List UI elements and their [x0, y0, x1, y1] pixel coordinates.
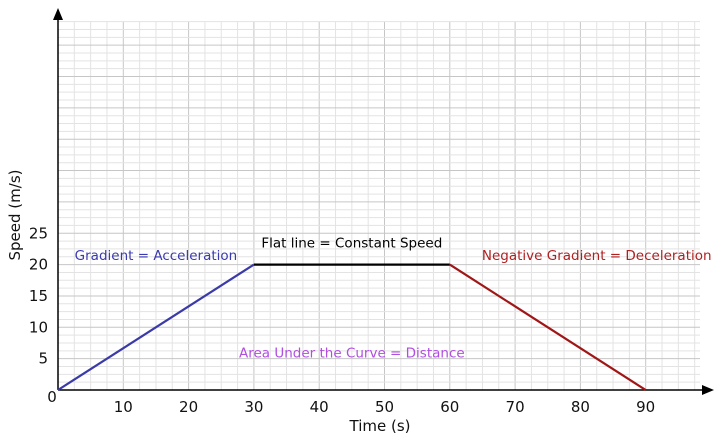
series-line — [57, 263, 255, 391]
x-axis-label: Time (s) — [349, 417, 411, 435]
y-tick-label: 25 — [29, 224, 48, 242]
x-tick-label: 50 — [375, 398, 394, 416]
annotation-label: Negative Gradient = Deceleration — [482, 248, 712, 264]
annotation-label: Area Under the Curve = Distance — [239, 345, 465, 361]
y-tick-label: 20 — [29, 256, 48, 274]
annotation-label: Flat line = Constant Speed — [261, 236, 442, 252]
series-line — [449, 263, 647, 391]
y-tick-label: 5 — [38, 350, 48, 368]
tick-labels: 10 20 30 40 50 60 70 80 90 5 10 15 20 25 0 — [29, 224, 655, 416]
y-tick-label: 15 — [29, 287, 48, 305]
x-tick-label: 60 — [440, 398, 459, 416]
x-tick-label: 90 — [636, 398, 655, 416]
axes — [53, 8, 714, 395]
origin-label: 0 — [47, 388, 57, 406]
annotations: Gradient = Acceleration Flat line = Const… — [75, 236, 712, 362]
grid — [58, 21, 700, 390]
y-axis-label: Speed (m/s) — [6, 170, 24, 261]
x-tick-label: 10 — [114, 398, 133, 416]
y-axis-arrow — [53, 8, 63, 20]
x-tick-label: 20 — [179, 398, 198, 416]
y-tick-label: 10 — [29, 318, 48, 336]
x-axis-arrow — [702, 385, 714, 395]
series — [57, 263, 647, 391]
x-tick-label: 40 — [310, 398, 329, 416]
x-tick-label: 80 — [571, 398, 590, 416]
x-tick-label: 70 — [506, 398, 525, 416]
x-tick-label: 30 — [244, 398, 263, 416]
annotation-label: Gradient = Acceleration — [75, 248, 238, 264]
